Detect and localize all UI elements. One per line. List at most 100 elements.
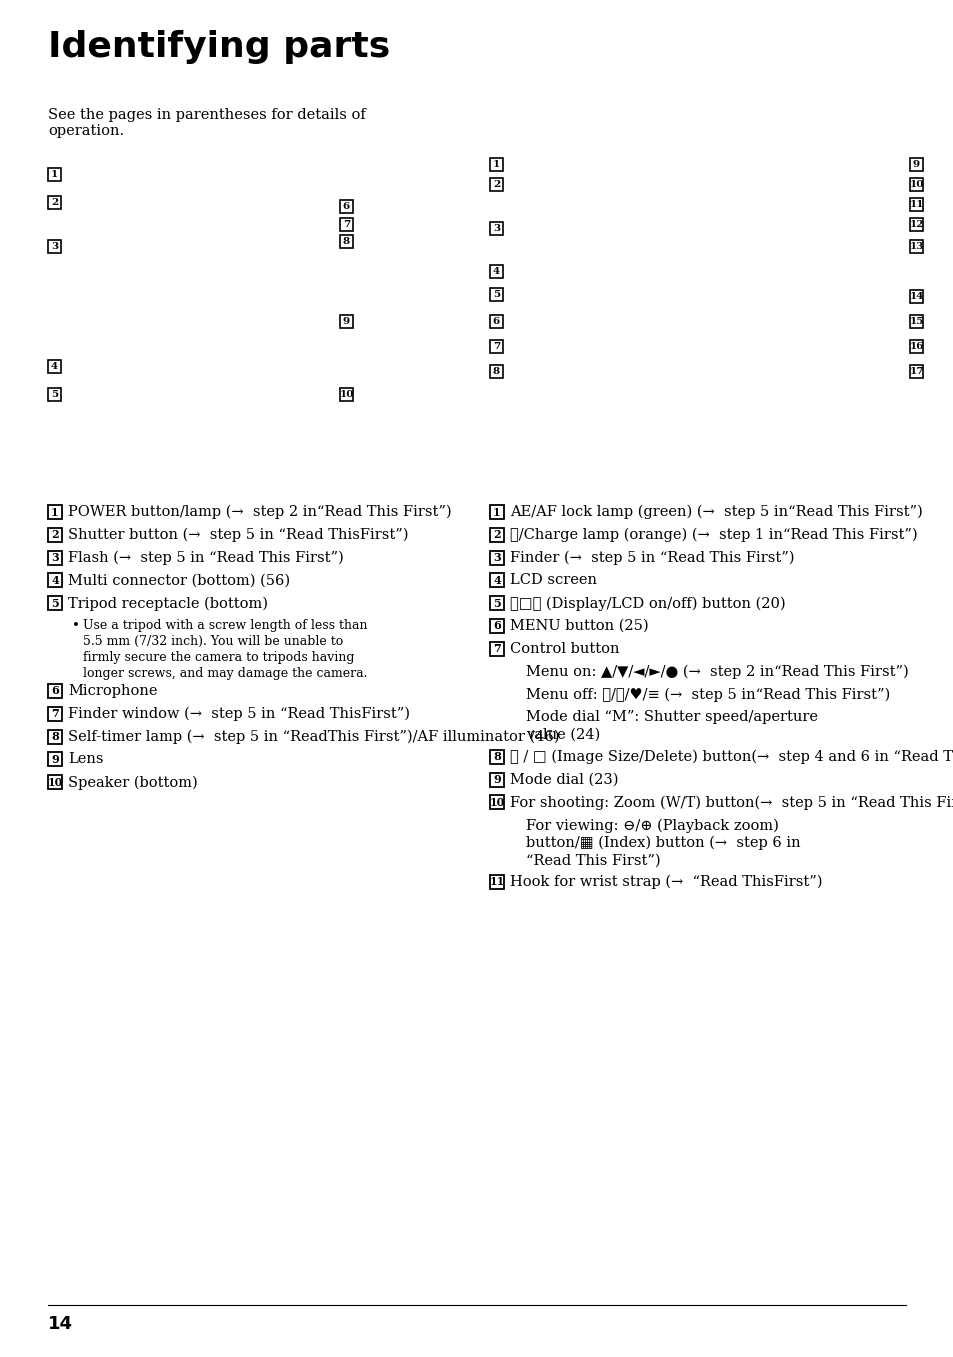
- Bar: [48, 388, 61, 402]
- Text: Menu off: ⚡/☉/♥/≡ (→  step 5 in“Read This First”): Menu off: ⚡/☉/♥/≡ (→ step 5 in“Read This…: [525, 688, 889, 702]
- Text: Hook for wrist strap (→  “Read ThisFirst”): Hook for wrist strap (→ “Read ThisFirst”…: [510, 875, 821, 889]
- Text: Multi connector (bottom) (56): Multi connector (bottom) (56): [68, 574, 290, 588]
- Bar: [909, 218, 923, 231]
- Text: 8: 8: [493, 366, 499, 376]
- Bar: [490, 265, 502, 278]
- Text: 9: 9: [912, 160, 919, 170]
- Text: Mode dial (23): Mode dial (23): [510, 772, 618, 787]
- Text: 5: 5: [493, 597, 500, 609]
- Bar: [48, 684, 62, 697]
- Text: Tripod receptacle (bottom): Tripod receptacle (bottom): [68, 596, 268, 611]
- Text: 3: 3: [51, 242, 58, 251]
- Bar: [48, 551, 62, 565]
- Text: 12: 12: [908, 220, 923, 229]
- Bar: [909, 315, 923, 328]
- Bar: [490, 596, 503, 611]
- Text: 6: 6: [51, 685, 59, 696]
- Bar: [339, 218, 353, 231]
- Text: Mode dial “M”: Shutter speed/aperture
value (24): Mode dial “M”: Shutter speed/aperture va…: [525, 710, 817, 741]
- Text: 10: 10: [908, 180, 923, 189]
- Text: 17: 17: [908, 366, 923, 376]
- Bar: [48, 528, 62, 541]
- Text: 1: 1: [51, 170, 58, 179]
- Bar: [490, 772, 503, 787]
- Text: 8: 8: [342, 237, 350, 246]
- Bar: [490, 574, 503, 588]
- Text: For viewing: ⊖/⊕ (Playback zoom)
button/▦ (Index) button (→  step 6 in
“Read Thi: For viewing: ⊖/⊕ (Playback zoom) button/…: [525, 818, 800, 867]
- Text: For shooting: Zoom (W/T) button(→  step 5 in “Read This First”): For shooting: Zoom (W/T) button(→ step 5…: [510, 795, 953, 810]
- Bar: [339, 388, 353, 402]
- Text: See the pages in parentheses for details of
operation.: See the pages in parentheses for details…: [48, 109, 365, 138]
- Bar: [909, 240, 923, 252]
- Text: 2: 2: [493, 529, 500, 540]
- Text: 7: 7: [493, 342, 499, 351]
- Text: POWER button/lamp (→  step 2 in“Read This First”): POWER button/lamp (→ step 2 in“Read This…: [68, 505, 451, 520]
- Bar: [490, 178, 502, 191]
- Text: 11: 11: [908, 199, 923, 209]
- Bar: [490, 551, 503, 565]
- Text: 14: 14: [908, 292, 923, 301]
- Text: Control button: Control button: [510, 642, 618, 655]
- Text: 4: 4: [51, 362, 58, 370]
- Bar: [48, 168, 61, 180]
- Bar: [48, 752, 62, 767]
- Text: 13: 13: [908, 242, 923, 251]
- Text: ❘□❘ (Display/LCD on/off) button (20): ❘□❘ (Display/LCD on/off) button (20): [510, 596, 785, 611]
- Text: 4: 4: [51, 575, 59, 586]
- Text: 3: 3: [493, 552, 500, 563]
- Text: Use a tripod with a screw length of less than
5.5 mm (7/32 inch). You will be un: Use a tripod with a screw length of less…: [83, 619, 367, 680]
- Text: 16: 16: [908, 342, 923, 351]
- Text: Finder window (→  step 5 in “Read ThisFirst”): Finder window (→ step 5 in “Read ThisFir…: [68, 707, 410, 721]
- Bar: [48, 360, 61, 373]
- Bar: [490, 288, 502, 301]
- Text: 14: 14: [48, 1315, 73, 1333]
- Text: 7: 7: [342, 220, 350, 229]
- Text: 3: 3: [493, 224, 499, 233]
- Text: Flash (→  step 5 in “Read This First”): Flash (→ step 5 in “Read This First”): [68, 551, 343, 565]
- Text: 10: 10: [489, 797, 504, 807]
- Text: 10: 10: [339, 389, 354, 399]
- Bar: [48, 775, 62, 790]
- Bar: [490, 750, 503, 764]
- Text: 10: 10: [48, 776, 63, 787]
- Bar: [339, 315, 353, 328]
- Bar: [48, 505, 62, 518]
- Text: Identifying parts: Identifying parts: [48, 30, 390, 64]
- Text: 6: 6: [493, 318, 499, 326]
- Bar: [48, 240, 61, 252]
- Text: Speaker (bottom): Speaker (bottom): [68, 775, 197, 790]
- Text: 4: 4: [493, 575, 500, 586]
- Bar: [909, 365, 923, 379]
- Text: 8: 8: [51, 731, 59, 742]
- Bar: [909, 178, 923, 191]
- Text: 9: 9: [51, 754, 59, 765]
- Bar: [490, 315, 502, 328]
- Text: Microphone: Microphone: [68, 684, 157, 697]
- Text: 5: 5: [51, 389, 58, 399]
- Text: 11: 11: [489, 877, 504, 887]
- Bar: [490, 223, 502, 235]
- Bar: [490, 341, 502, 353]
- Text: 4: 4: [493, 267, 499, 275]
- Text: ⚡/Charge lamp (orange) (→  step 1 in“Read This First”): ⚡/Charge lamp (orange) (→ step 1 in“Read…: [510, 528, 917, 543]
- Text: 7: 7: [51, 708, 59, 719]
- Text: 2: 2: [493, 180, 499, 189]
- Bar: [490, 528, 503, 541]
- Bar: [339, 235, 353, 248]
- Text: Finder (→  step 5 in “Read This First”): Finder (→ step 5 in “Read This First”): [510, 551, 794, 565]
- Text: 2: 2: [51, 529, 59, 540]
- Text: 8: 8: [493, 752, 500, 763]
- Bar: [48, 730, 62, 744]
- Bar: [909, 198, 923, 210]
- Text: Lens: Lens: [68, 752, 103, 767]
- Text: 1: 1: [51, 506, 59, 517]
- Bar: [490, 505, 503, 518]
- Bar: [48, 195, 61, 209]
- Text: AE/AF lock lamp (green) (→  step 5 in“Read This First”): AE/AF lock lamp (green) (→ step 5 in“Rea…: [510, 505, 922, 520]
- Text: LCD screen: LCD screen: [510, 574, 597, 588]
- Text: ⋯ / □ (Image Size/Delete) button(→  step 4 and 6 in “Read This First”): ⋯ / □ (Image Size/Delete) button(→ step …: [510, 750, 953, 764]
- Text: 15: 15: [908, 318, 923, 326]
- Bar: [48, 707, 62, 721]
- Text: 3: 3: [51, 552, 59, 563]
- Text: 7: 7: [493, 643, 500, 654]
